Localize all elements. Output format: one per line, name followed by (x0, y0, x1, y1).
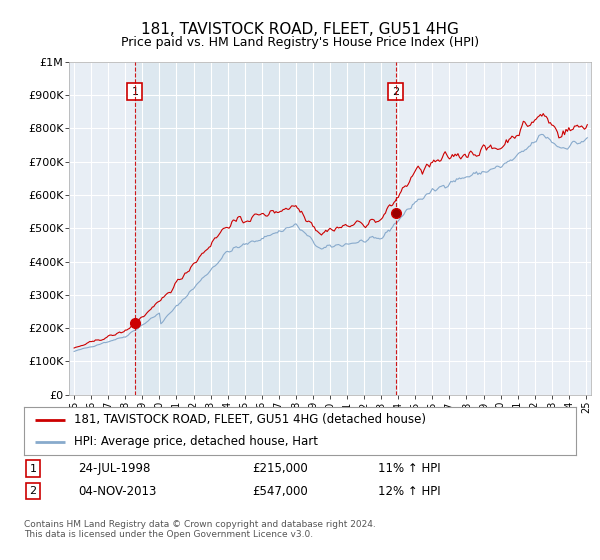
Text: 1: 1 (131, 87, 139, 96)
Text: 12% ↑ HPI: 12% ↑ HPI (378, 484, 440, 498)
Text: Price paid vs. HM Land Registry's House Price Index (HPI): Price paid vs. HM Land Registry's House … (121, 36, 479, 49)
Text: 181, TAVISTOCK ROAD, FLEET, GU51 4HG: 181, TAVISTOCK ROAD, FLEET, GU51 4HG (141, 22, 459, 38)
Text: 2: 2 (29, 486, 37, 496)
Text: Contains HM Land Registry data © Crown copyright and database right 2024.
This d: Contains HM Land Registry data © Crown c… (24, 520, 376, 539)
Text: 2: 2 (392, 87, 399, 96)
Text: £547,000: £547,000 (252, 484, 308, 498)
Text: 11% ↑ HPI: 11% ↑ HPI (378, 462, 440, 475)
Text: 1: 1 (29, 464, 37, 474)
Text: £215,000: £215,000 (252, 462, 308, 475)
Bar (135, 62, 395, 395)
Text: HPI: Average price, detached house, Hart: HPI: Average price, detached house, Hart (74, 435, 317, 449)
Text: 24-JUL-1998: 24-JUL-1998 (78, 462, 151, 475)
Text: 181, TAVISTOCK ROAD, FLEET, GU51 4HG (detached house): 181, TAVISTOCK ROAD, FLEET, GU51 4HG (de… (74, 413, 425, 427)
Text: 04-NOV-2013: 04-NOV-2013 (78, 484, 157, 498)
